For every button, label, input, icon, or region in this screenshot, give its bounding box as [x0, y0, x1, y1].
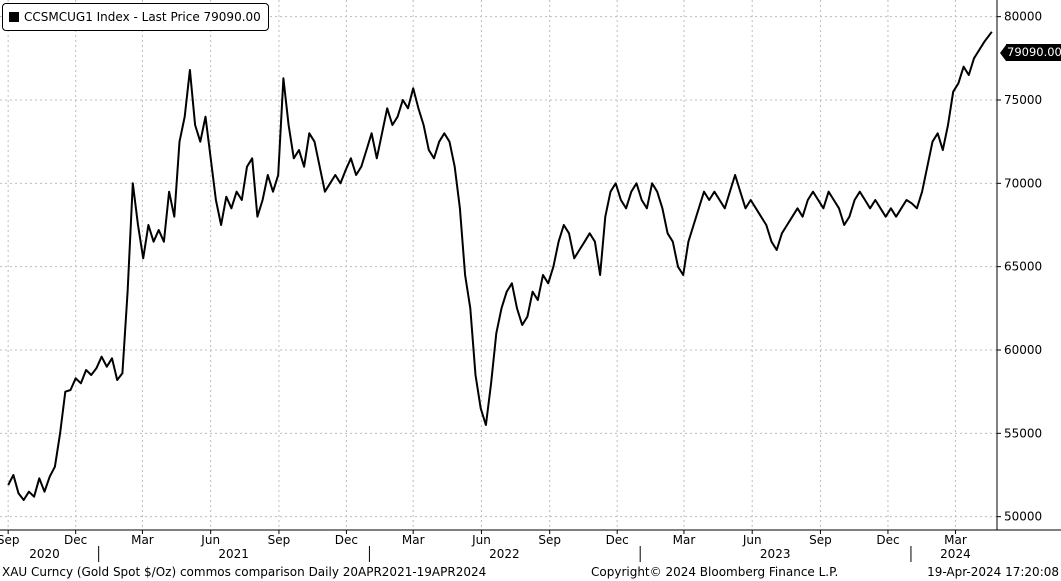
last-price-value: 79090.00: [1006, 44, 1061, 61]
x-tick-label: Mar: [402, 533, 425, 547]
last-price-tag: 79090.00: [1000, 44, 1061, 61]
legend-swatch: [9, 12, 19, 22]
year-label: 2021: [218, 547, 249, 561]
x-tick-label: Jun: [742, 533, 762, 547]
footer: XAU Curncy (Gold Spot $/Oz) commos compa…: [0, 563, 1061, 581]
footer-copyright: Copyright© 2024 Bloomberg Finance L.P.: [591, 565, 839, 579]
chart-svg: 50000 55000 60000 65000 70000 75000 80000 Sep D…: [0, 0, 1061, 562]
x-tick-label: Sep: [809, 533, 832, 547]
year-label: 2020: [29, 547, 60, 561]
x-tick-label: Mar: [673, 533, 696, 547]
year-label: 2024: [940, 547, 971, 561]
year-label: 2023: [760, 547, 791, 561]
year-label: 2022: [489, 547, 520, 561]
x-tick-label: Sep: [0, 533, 19, 547]
x-tick-label: Jun: [471, 533, 491, 547]
grid-layer: [0, 0, 997, 530]
y-tick-label: 55000: [1004, 426, 1042, 440]
y-tick-label: 70000: [1004, 176, 1042, 190]
x-tick-label: Mar: [944, 533, 967, 547]
y-tick-label: 80000: [1004, 10, 1042, 24]
axis-layer: [0, 0, 1061, 562]
last-price-tag-arrow: [1000, 44, 1006, 61]
legend-label: CCSMCUG1 Index - Last Price 79090.00: [24, 10, 261, 24]
legend: CCSMCUG1 Index - Last Price 79090.00: [2, 3, 269, 31]
x-tick-label: Dec: [876, 533, 899, 547]
footer-timestamp: 19-Apr-2024 17:20:08: [927, 565, 1059, 579]
y-tick-label: 50000: [1004, 510, 1042, 524]
y-tick-label: 60000: [1004, 343, 1042, 357]
y-tick-label: 75000: [1004, 93, 1042, 107]
footer-source: XAU Curncy (Gold Spot $/Oz) commos compa…: [2, 565, 487, 579]
x-tick-label: Jun: [200, 533, 220, 547]
x-tick-labels: Sep Dec Mar Jun Sep Dec Mar Jun Sep Dec Mar Jun Sep D…: [0, 533, 971, 561]
y-tick-label: 65000: [1004, 260, 1042, 274]
x-tick-label: Sep: [538, 533, 561, 547]
x-tick-label: Dec: [64, 533, 87, 547]
series-line: [7, 31, 993, 501]
x-tick-label: Dec: [606, 533, 629, 547]
x-tick-label: Dec: [335, 533, 358, 547]
x-tick-label: Mar: [131, 533, 154, 547]
x-tick-label: Sep: [268, 533, 291, 547]
series-layer: [7, 31, 993, 501]
y-tick-labels: 50000 55000 60000 65000 70000 75000 80000: [1004, 10, 1042, 524]
